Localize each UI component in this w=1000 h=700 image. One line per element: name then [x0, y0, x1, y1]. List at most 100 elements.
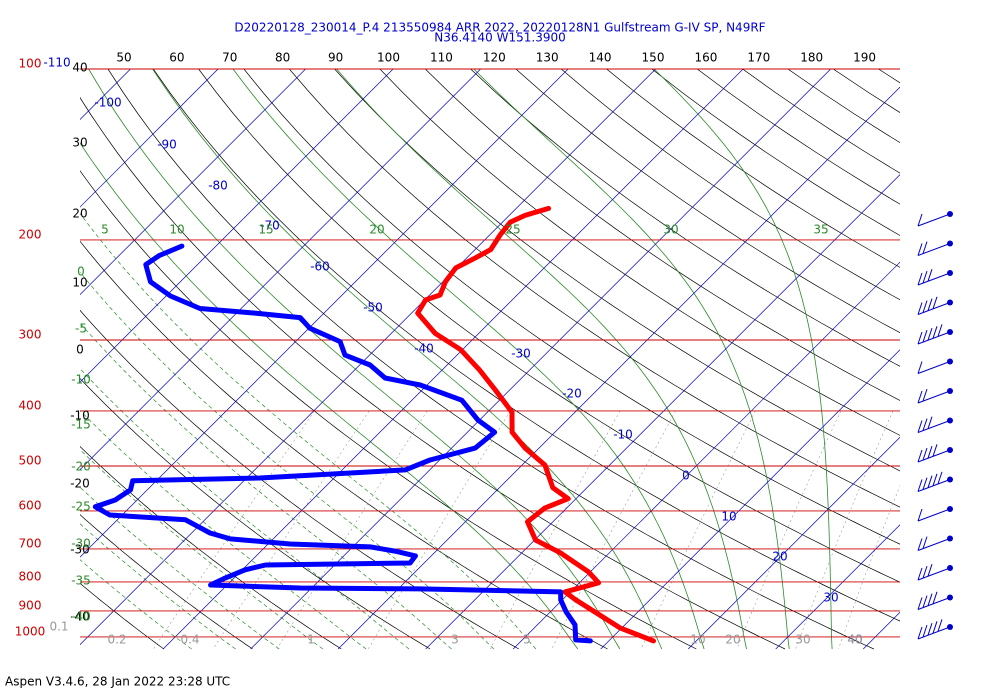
barb-dot	[947, 624, 953, 630]
top-label: 80	[275, 51, 290, 65]
left-label: -30	[70, 543, 90, 557]
dry-adiabat	[80, 378, 431, 650]
barb-feather	[927, 328, 933, 341]
mixing-ratio-label: 30	[795, 633, 810, 647]
dry-adiabat	[379, 69, 900, 436]
y-tick-label: 200	[19, 227, 42, 241]
mixing-ratio-line	[212, 410, 370, 650]
top-label: 140	[589, 51, 612, 65]
top-label: 130	[536, 51, 559, 65]
barb-feather	[937, 619, 943, 632]
barb-feather	[917, 479, 923, 492]
barb-feather	[917, 420, 923, 433]
left-label: 10	[72, 276, 87, 290]
moist-adiabat	[80, 486, 280, 650]
barb-dot	[947, 211, 953, 217]
mixing-ratio-label: 0.4	[180, 633, 199, 647]
barb-feather	[932, 473, 938, 486]
moist-label: 10	[169, 223, 184, 237]
isotherm	[162, 69, 744, 650]
top-label: 100	[377, 51, 400, 65]
isotherm	[425, 174, 900, 650]
barb-feather	[922, 624, 928, 638]
dry-adiabat	[425, 69, 900, 401]
x-tick-label: -30	[511, 347, 531, 361]
top-label: 120	[483, 51, 506, 65]
wind-barbs	[917, 211, 953, 640]
left-label: 30	[72, 136, 87, 150]
barb-feather	[917, 626, 923, 640]
barb-feather	[922, 565, 928, 579]
x-tick-label: -50	[363, 301, 383, 315]
top-label: 70	[222, 51, 237, 65]
moist-adiabat	[152, 69, 663, 650]
x-tick-label: -60	[310, 260, 330, 274]
left-label: 0	[76, 343, 84, 357]
barb-feather	[922, 388, 928, 402]
y-tick-label: 1000	[15, 624, 46, 638]
x-tick-label: -100	[94, 96, 121, 110]
barb-feather	[927, 564, 933, 577]
moist-adiabat	[336, 69, 747, 650]
moist-label: 15	[258, 223, 273, 237]
dry-adiabat	[80, 240, 608, 650]
moist-label: -35	[71, 574, 91, 588]
labels: 1002003004005006007008009001000-110-100-…	[15, 51, 876, 647]
top-label: 50	[116, 51, 131, 65]
barb-dot	[947, 299, 953, 306]
moist-label: -25	[71, 500, 91, 514]
moist-label: 20	[369, 223, 384, 237]
x-tick-label: -10	[613, 428, 633, 442]
x-tick-label: -70	[260, 219, 280, 233]
barb-feather	[917, 508, 923, 522]
top-label: 170	[747, 51, 770, 65]
mixing-ratio-label: 5	[523, 633, 531, 647]
top-label: 60	[169, 51, 184, 65]
barb-staff	[917, 213, 951, 227]
mixing-ratio-line	[368, 410, 511, 650]
moist-label: -40	[71, 610, 91, 624]
x-tick-label: 10	[721, 510, 736, 524]
x-tick-label: 0	[682, 469, 690, 483]
barb-dot	[947, 565, 953, 571]
dry-adiabat	[198, 69, 900, 583]
dry-adiabat	[243, 69, 900, 545]
chart-title: D20220128_230014_P.4 213550984 ARR 2022,…	[234, 21, 765, 35]
dry-adiabat	[80, 97, 786, 650]
barb-feather	[932, 326, 938, 339]
barb-dot	[947, 506, 953, 512]
barb-dot	[947, 535, 953, 542]
moist-adiabat	[80, 322, 452, 650]
barb-staff	[917, 361, 951, 374]
background-lines	[80, 69, 900, 650]
barb-feather	[932, 444, 938, 457]
mixing-ratio-line	[551, 410, 676, 650]
moist-label: -30	[71, 537, 91, 551]
barb-feather	[917, 449, 923, 463]
barb-dot	[947, 447, 953, 453]
chart-subtitle: N36.4140 W151.3900	[434, 31, 566, 45]
barb-feather	[917, 538, 923, 551]
barb-feather	[927, 298, 933, 311]
left-label: -40	[70, 610, 90, 624]
x-tick-label: -20	[562, 387, 582, 401]
barb-feather	[922, 536, 928, 549]
mixing-ratio-line	[736, 410, 842, 650]
top-label: 160	[694, 51, 717, 65]
isotherm	[80, 69, 219, 208]
moist-adiabat	[80, 523, 236, 650]
moist-label: 5	[101, 223, 109, 237]
x-tick-label: 20	[772, 550, 787, 564]
y-tick-label: 700	[19, 536, 42, 550]
barb-feather	[917, 302, 923, 315]
mixing-ratio-label: 0.2	[107, 633, 126, 647]
top-label: 180	[800, 51, 823, 65]
moist-adiabat	[232, 69, 705, 650]
barb-staff	[917, 508, 951, 522]
barb-feather	[917, 331, 923, 345]
footer: Aspen V3.4.6, 28 Jan 2022 23:28 UTC	[5, 675, 230, 689]
barb-feather	[927, 269, 933, 282]
mixing-ratio-label: 3	[451, 633, 459, 647]
x-tick-label: 30	[823, 591, 838, 605]
mixing-ratio-label: 40	[847, 633, 862, 647]
